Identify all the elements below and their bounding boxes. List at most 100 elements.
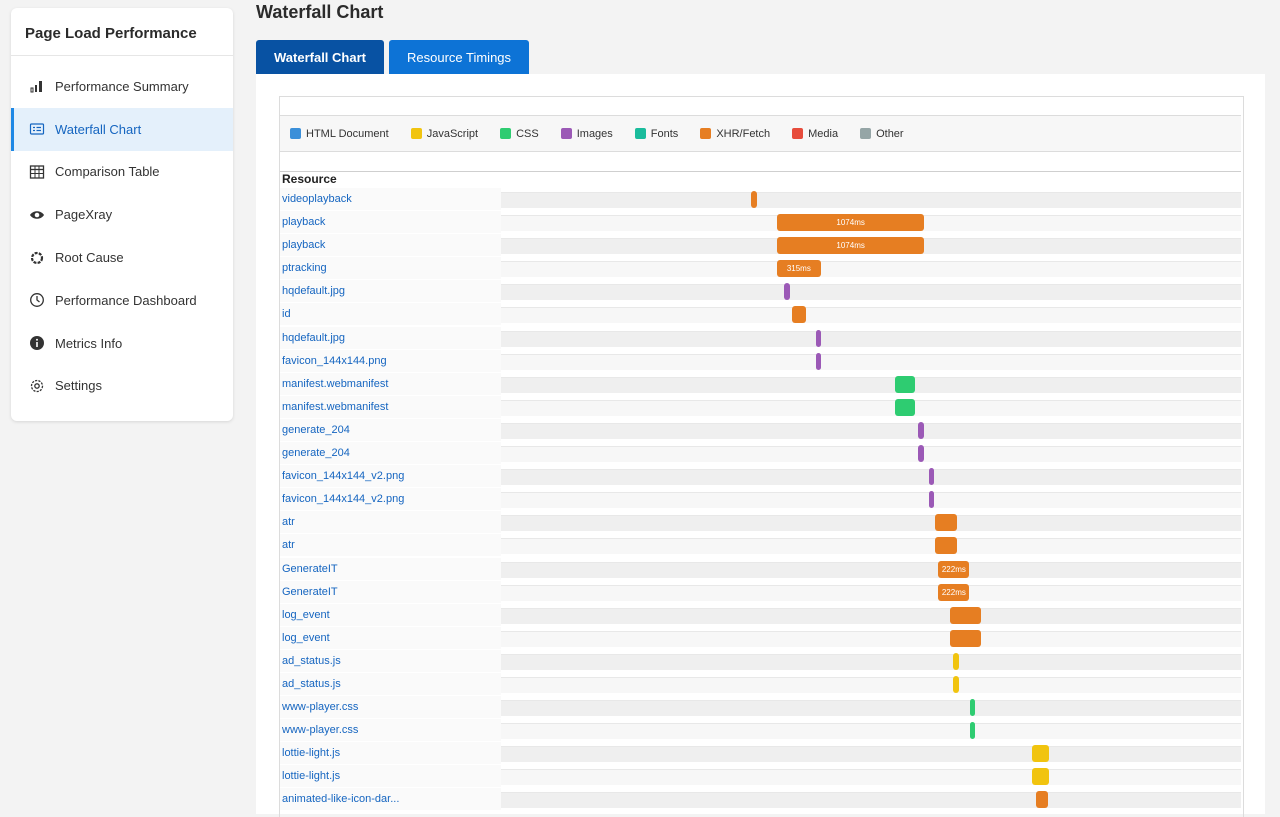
sidebar-item-root-cause[interactable]: Root Cause: [11, 236, 233, 279]
waterfall-row: ptracking 315ms: [280, 257, 1241, 280]
resource-link[interactable]: favicon_144x144_v2.png: [280, 465, 501, 488]
sidebar-item-pagexray[interactable]: PageXray: [11, 193, 233, 236]
legend-label: Other: [876, 127, 904, 140]
sidebar-item-waterfall-chart[interactable]: Waterfall Chart: [11, 107, 233, 151]
timing-bar[interactable]: [751, 191, 758, 208]
timing-bar[interactable]: 1074ms: [777, 214, 925, 232]
waterfall-row: playback 1074ms: [280, 234, 1241, 257]
tab-waterfall-chart[interactable]: Waterfall Chart: [256, 40, 384, 74]
timing-bar[interactable]: [784, 283, 790, 301]
waterfall-row: ad_status.js: [280, 649, 1241, 673]
timing-bar[interactable]: [935, 537, 957, 555]
resource-link[interactable]: videoplayback: [280, 188, 501, 210]
legend-swatch: [500, 128, 512, 139]
resource-link[interactable]: generate_204: [280, 442, 501, 465]
resource-link[interactable]: manifest.webmanifest: [280, 395, 501, 418]
resource-link[interactable]: playback: [280, 234, 501, 257]
timing-bar[interactable]: 222ms: [938, 583, 970, 601]
resource-link[interactable]: hqdefault.jpg: [280, 280, 501, 303]
timing-bar[interactable]: 315ms: [777, 260, 821, 278]
sidebar-item-label: Performance Summary: [55, 78, 189, 94]
resource-link[interactable]: favicon_144x144.png: [280, 349, 501, 372]
resource-link[interactable]: manifest.webmanifest: [280, 372, 501, 395]
sidebar-item-label: Metrics Info: [55, 335, 123, 351]
timing-bar[interactable]: 222ms: [938, 560, 970, 578]
resource-link[interactable]: lottie-light.js: [280, 765, 501, 788]
waterfall-row: favicon_144x144.png: [280, 349, 1241, 373]
timing-bar[interactable]: [935, 514, 957, 532]
timing-bar[interactable]: [894, 375, 915, 393]
timeline-track: [501, 700, 1241, 717]
waterfall-row: favicon_144x144_v2.png: [280, 465, 1241, 488]
timing-bar[interactable]: [894, 398, 915, 416]
timing-bar[interactable]: 1074ms: [777, 237, 925, 255]
timing-bar[interactable]: [970, 699, 976, 717]
waterfall-row: favicon_144x144_v2.png: [280, 488, 1241, 511]
timing-bar[interactable]: [918, 421, 924, 439]
resource-link[interactable]: atr: [280, 511, 501, 534]
resource-link[interactable]: log_event: [280, 626, 501, 649]
resource-link[interactable]: id: [280, 303, 501, 326]
timing-bar[interactable]: [950, 629, 981, 647]
sidebar-title: Page Load Performance: [11, 8, 233, 56]
resource-link[interactable]: GenerateIT: [280, 580, 501, 603]
resource-link[interactable]: generate_204: [280, 418, 501, 441]
resource-link[interactable]: GenerateIT: [280, 557, 501, 580]
chart-legend: HTML Document JavaScript CSS Images Fonts XHR…: [280, 115, 1241, 152]
waterfall-row: generate_204: [280, 418, 1241, 442]
waterfall-chart: HTML Document JavaScript CSS Images Fonts XHR…: [279, 96, 1244, 817]
timeline-track: [501, 723, 1241, 740]
gear-ring-icon: [29, 250, 45, 266]
timing-bar[interactable]: [953, 652, 960, 670]
waterfall-row: lottie-light.js: [280, 765, 1241, 788]
resource-link[interactable]: atr: [280, 534, 501, 557]
content-panel: HTML Document JavaScript CSS Images Fonts XHR…: [256, 74, 1265, 817]
waterfall-row: lottie-light.js: [280, 742, 1241, 765]
timing-bar[interactable]: [970, 722, 976, 740]
sidebar-item-settings[interactable]: Settings: [11, 365, 233, 408]
resource-link[interactable]: animated-like-icon-dar...: [280, 788, 501, 811]
waterfall-header: Resource: [280, 171, 1241, 187]
sidebar-item-comparison-table[interactable]: Comparison Table: [11, 151, 233, 194]
resource-link[interactable]: www-player.css: [280, 696, 501, 719]
timing-bar[interactable]: [791, 306, 806, 324]
resource-link[interactable]: ad_status.js: [280, 649, 501, 672]
resource-link[interactable]: ad_status.js: [280, 672, 501, 695]
resource-link[interactable]: favicon_144x144_v2.png: [280, 488, 501, 511]
waterfall-row: ad_status.js: [280, 672, 1241, 696]
resource-link[interactable]: www-player.css: [280, 719, 501, 742]
timing-bar[interactable]: [928, 468, 934, 486]
timeline-track: [501, 630, 1241, 647]
timeline-track: [501, 192, 1241, 208]
timeline-track: [501, 353, 1241, 370]
tab-resource-timings[interactable]: Resource Timings: [388, 40, 530, 74]
timing-bar[interactable]: [1032, 768, 1049, 786]
sidebar-item-label: Comparison Table: [55, 164, 160, 180]
bar-duration-label: 1074ms: [836, 218, 865, 228]
waterfall-row: videoplayback: [280, 188, 1241, 211]
sidebar-item-metrics-info[interactable]: Metrics Info: [11, 322, 233, 365]
resource-link[interactable]: lottie-light.js: [280, 742, 501, 765]
resource-link[interactable]: log_event: [280, 603, 501, 626]
resource-link[interactable]: hqdefault.jpg: [280, 326, 501, 349]
waterfall-row: hqdefault.jpg: [280, 326, 1241, 350]
waterfall-row: generate_204: [280, 442, 1241, 465]
resource-link[interactable]: playback: [280, 211, 501, 234]
timeline-track: [501, 446, 1241, 463]
sidebar-item-performance-dashboard[interactable]: Performance Dashboard: [11, 279, 233, 322]
timing-bar[interactable]: [950, 606, 981, 624]
timing-bar[interactable]: [815, 352, 821, 370]
resource-link[interactable]: ptracking: [280, 257, 501, 280]
timeline-track: [501, 469, 1241, 486]
timing-bar[interactable]: [815, 329, 821, 347]
resource-column-header: Resource: [282, 172, 337, 186]
legend-label: JavaScript: [426, 127, 479, 140]
sidebar-item-performance-summary[interactable]: Performance Summary: [11, 65, 233, 108]
timing-bar[interactable]: [953, 675, 960, 693]
timing-bar[interactable]: [1032, 745, 1049, 763]
legend-item: XHR/Fetch: [700, 128, 770, 140]
legend-item: JavaScript: [410, 127, 479, 140]
sidebar-item-label: Waterfall Chart: [55, 121, 142, 137]
timing-bar[interactable]: [928, 491, 934, 509]
timing-bar[interactable]: [918, 445, 924, 463]
